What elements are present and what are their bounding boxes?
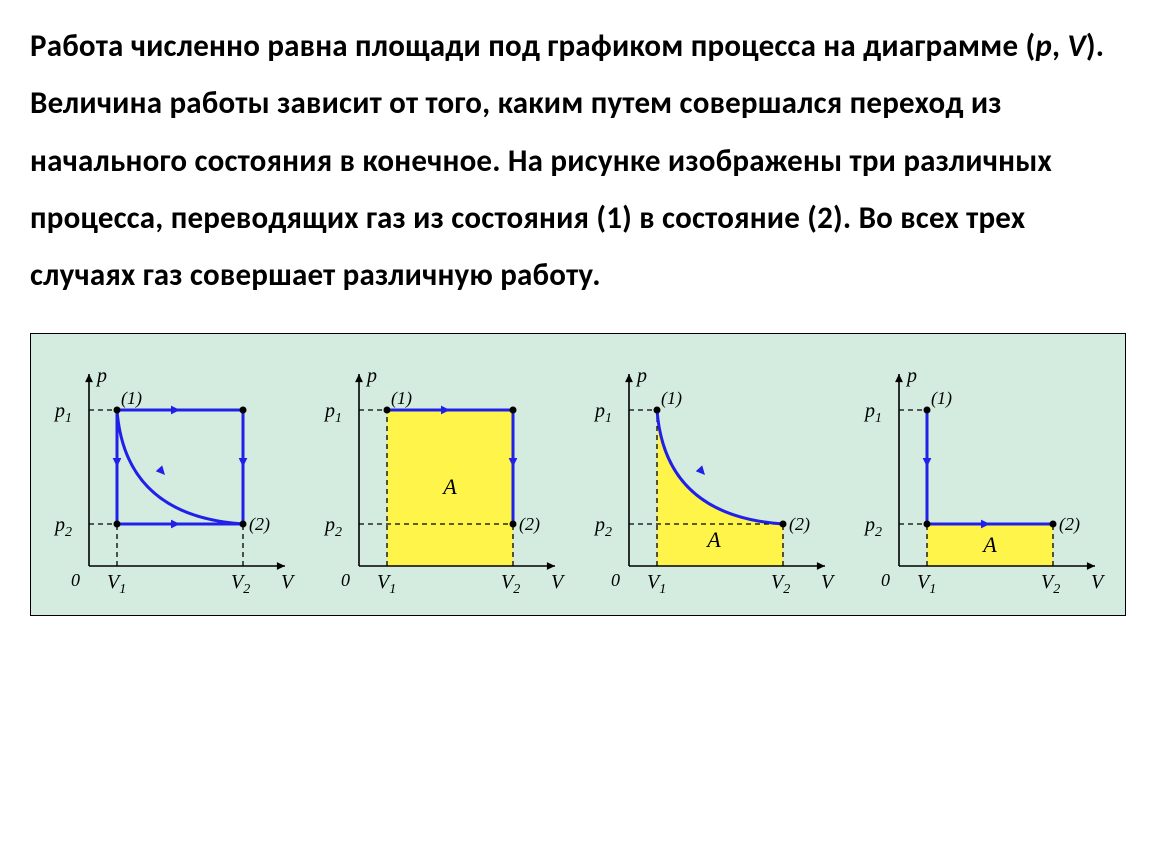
svg-text:p: p xyxy=(95,368,107,387)
svg-text:V1: V1 xyxy=(917,571,936,597)
svg-text:(1): (1) xyxy=(661,388,682,409)
svg-text:(2): (2) xyxy=(249,514,270,535)
main-text: Работа численно равна площади под график… xyxy=(30,18,1120,305)
svg-text:0: 0 xyxy=(341,570,350,590)
svg-text:p2: p2 xyxy=(323,514,342,540)
svg-text:V1: V1 xyxy=(107,571,126,597)
svg-text:A: A xyxy=(441,474,457,499)
panel-bottom-path: p Vp1 p2 V1 V2 0 (1) (2) A xyxy=(853,368,1113,598)
svg-text:p: p xyxy=(635,368,647,387)
panel-top-path-wrap: p Vp1 p2 V1 V2 0 (1) (2) A xyxy=(313,368,573,603)
figure-area: p Vp1 p2 V1 V2 0 (1) (2) p Vp1 p2 V1 V2 0 (1) (2) A p V… xyxy=(30,333,1126,616)
svg-text:V1: V1 xyxy=(377,571,396,597)
svg-text:0: 0 xyxy=(881,570,890,590)
svg-text:(2): (2) xyxy=(1059,514,1080,535)
figure-outer: p Vp1 p2 V1 V2 0 (1) (2) p Vp1 p2 V1 V2 0 (1) (2) A p V… xyxy=(30,333,1126,616)
svg-text:A: A xyxy=(705,527,721,552)
svg-text:(1): (1) xyxy=(931,388,952,409)
svg-text:(1): (1) xyxy=(391,388,412,409)
svg-text:V: V xyxy=(821,571,836,593)
figure-inner: p Vp1 p2 V1 V2 0 (1) (2) p Vp1 p2 V1 V2 0 (1) (2) A p V… xyxy=(43,368,1113,603)
svg-text:V2: V2 xyxy=(501,571,520,597)
panel-all-paths-wrap: p Vp1 p2 V1 V2 0 (1) (2) xyxy=(43,368,303,603)
svg-text:0: 0 xyxy=(611,570,620,590)
svg-text:p1: p1 xyxy=(593,400,612,426)
svg-text:V: V xyxy=(281,571,296,593)
svg-text:(2): (2) xyxy=(519,514,540,535)
svg-text:p1: p1 xyxy=(863,400,882,426)
svg-text:A: A xyxy=(981,532,997,557)
svg-text:V: V xyxy=(551,571,566,593)
svg-text:p2: p2 xyxy=(863,514,882,540)
panel-bottom-path-wrap: p Vp1 p2 V1 V2 0 (1) (2) A xyxy=(853,368,1113,603)
svg-text:(1): (1) xyxy=(121,388,142,409)
svg-text:V1: V1 xyxy=(647,571,666,597)
svg-text:0: 0 xyxy=(71,570,80,590)
svg-text:V: V xyxy=(1091,571,1106,593)
svg-text:V2: V2 xyxy=(231,571,250,597)
svg-text:p1: p1 xyxy=(323,400,342,426)
panel-top-path: p Vp1 p2 V1 V2 0 (1) (2) A xyxy=(313,368,573,598)
svg-text:V2: V2 xyxy=(771,571,790,597)
svg-text:p: p xyxy=(905,368,917,387)
svg-text:(2): (2) xyxy=(789,514,810,535)
svg-text:p: p xyxy=(365,368,377,387)
svg-text:V2: V2 xyxy=(1041,571,1060,597)
svg-text:p1: p1 xyxy=(53,400,72,426)
svg-text:p2: p2 xyxy=(53,514,72,540)
panel-all-paths: p Vp1 p2 V1 V2 0 (1) (2) xyxy=(43,368,303,598)
panel-curve-path-wrap: p Vp1 p2 V1 V2 0 (1) (2) A xyxy=(583,368,843,603)
svg-text:p2: p2 xyxy=(593,514,612,540)
panel-curve-path: p Vp1 p2 V1 V2 0 (1) (2) A xyxy=(583,368,843,598)
